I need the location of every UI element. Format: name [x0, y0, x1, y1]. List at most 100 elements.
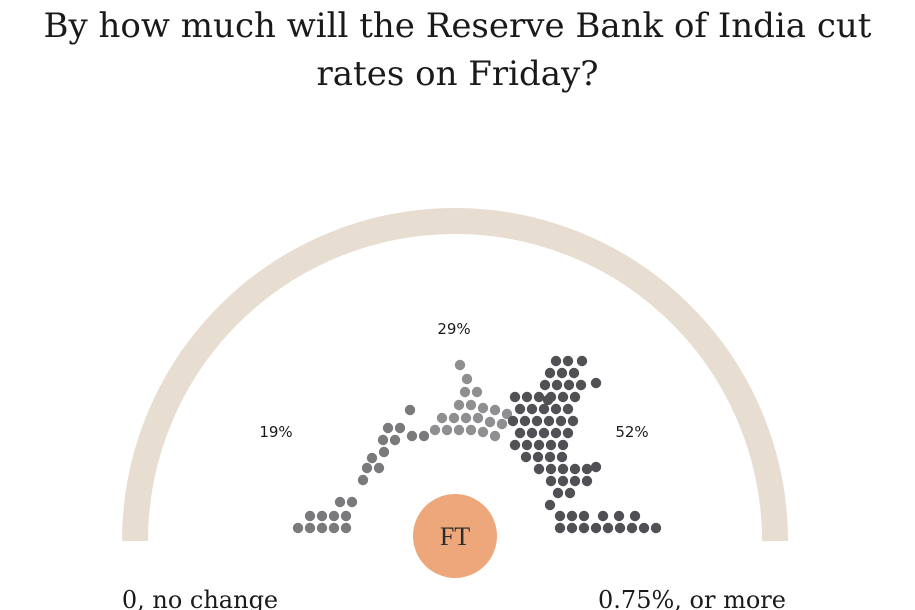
- dot-series-2-51: [552, 487, 564, 499]
- dot-series-1-15: [489, 404, 501, 416]
- dot-series-2-1: [521, 439, 533, 451]
- dot-series-2-25: [557, 391, 569, 403]
- dot-series-2-21: [509, 391, 521, 403]
- dot-series-2-41: [556, 451, 568, 463]
- dot-series-2-15: [567, 415, 579, 427]
- dot-series-0-14: [366, 452, 378, 464]
- dot-series-2-12: [531, 415, 543, 427]
- dot-series-1-19: [461, 373, 473, 385]
- scale-arc: [122, 208, 788, 542]
- dot-series-2-34: [550, 355, 562, 367]
- axis-label-left: 0, no change: [122, 586, 278, 610]
- dot-series-2-23: [533, 391, 545, 403]
- dots-layer: [292, 355, 662, 534]
- dot-series-0-0: [292, 522, 304, 534]
- dot-series-1-20: [454, 359, 466, 371]
- dot-series-0-6: [316, 510, 328, 522]
- dot-series-0-3: [328, 522, 340, 534]
- dot-series-0-17: [389, 434, 401, 446]
- dot-series-1-6: [436, 412, 448, 424]
- dot-series-2-39: [532, 451, 544, 463]
- dot-series-0-8: [340, 510, 352, 522]
- dot-series-2-7: [538, 427, 550, 439]
- dot-series-0-12: [361, 462, 373, 474]
- dot-series-2-70: [542, 394, 554, 406]
- dot-series-1-11: [496, 418, 508, 430]
- dot-series-2-48: [557, 475, 569, 487]
- dot-series-2-11: [519, 415, 531, 427]
- dot-series-2-55: [566, 510, 578, 522]
- dot-series-2-13: [543, 415, 555, 427]
- dot-series-2-53: [544, 499, 556, 511]
- dot-series-0-19: [394, 422, 406, 434]
- dot-series-2-68: [650, 522, 662, 534]
- dot-series-2-49: [569, 475, 581, 487]
- dot-series-2-35: [562, 355, 574, 367]
- dot-series-1-1: [441, 424, 453, 436]
- dot-series-2-18: [538, 403, 550, 415]
- dot-series-1-2: [453, 424, 465, 436]
- dot-series-2-67: [638, 522, 650, 534]
- ft-logo-text: FT: [440, 522, 470, 551]
- dot-series-2-37: [590, 377, 602, 389]
- dot-series-2-2: [533, 439, 545, 451]
- dot-series-2-43: [545, 463, 557, 475]
- dot-series-0-11: [357, 474, 369, 486]
- dot-series-2-28: [551, 379, 563, 391]
- dot-series-2-33: [568, 367, 580, 379]
- dot-series-2-65: [614, 522, 626, 534]
- dot-series-2-40: [544, 451, 556, 463]
- dot-series-2-62: [578, 522, 590, 534]
- dot-series-2-29: [563, 379, 575, 391]
- dot-series-1-14: [477, 402, 489, 414]
- dot-series-2-58: [613, 510, 625, 522]
- dot-series-2-38: [520, 451, 532, 463]
- dot-series-2-52: [564, 487, 576, 499]
- percent-label-large-cut: 52%: [615, 423, 648, 441]
- dot-series-2-36: [576, 355, 588, 367]
- dot-series-2-54: [554, 510, 566, 522]
- dot-series-2-45: [569, 463, 581, 475]
- dot-series-1-10: [484, 416, 496, 428]
- dot-series-0-9: [334, 496, 346, 508]
- dot-series-2-4: [557, 439, 569, 451]
- dot-series-2-17: [526, 403, 538, 415]
- dot-series-2-10: [507, 415, 519, 427]
- dot-series-2-0: [509, 439, 521, 451]
- dot-series-1-17: [459, 386, 471, 398]
- dot-series-1-3: [465, 424, 477, 436]
- dot-series-1-7: [448, 412, 460, 424]
- dot-series-2-32: [556, 367, 568, 379]
- dot-series-2-9: [562, 427, 574, 439]
- dot-series-0-22: [404, 404, 416, 416]
- dot-series-0-20: [406, 430, 418, 442]
- dot-series-0-18: [382, 422, 394, 434]
- dot-series-2-46: [581, 463, 593, 475]
- dot-series-2-50: [581, 475, 593, 487]
- dot-series-1-13: [465, 399, 477, 411]
- dot-series-2-5: [514, 427, 526, 439]
- dot-series-1-5: [489, 430, 501, 442]
- axis-label-right: 0.75%, or more: [598, 586, 786, 610]
- dot-series-0-15: [378, 446, 390, 458]
- dot-series-2-19: [550, 403, 562, 415]
- dot-series-2-42: [533, 463, 545, 475]
- dot-series-2-22: [521, 391, 533, 403]
- dot-series-2-14: [555, 415, 567, 427]
- dot-series-0-5: [304, 510, 316, 522]
- dot-series-2-31: [544, 367, 556, 379]
- chart-title: By how much will the Reserve Bank of Ind…: [43, 6, 872, 94]
- dot-series-2-64: [602, 522, 614, 534]
- dot-series-2-66: [626, 522, 638, 534]
- dot-series-0-7: [328, 510, 340, 522]
- dot-series-2-26: [569, 391, 581, 403]
- dot-series-0-21: [418, 430, 430, 442]
- dot-series-1-18: [471, 386, 483, 398]
- dot-series-1-9: [472, 412, 484, 424]
- dot-series-0-1: [304, 522, 316, 534]
- dot-series-1-0: [429, 424, 441, 436]
- dot-series-2-44: [557, 463, 569, 475]
- dot-series-0-13: [373, 462, 385, 474]
- dot-series-2-56: [578, 510, 590, 522]
